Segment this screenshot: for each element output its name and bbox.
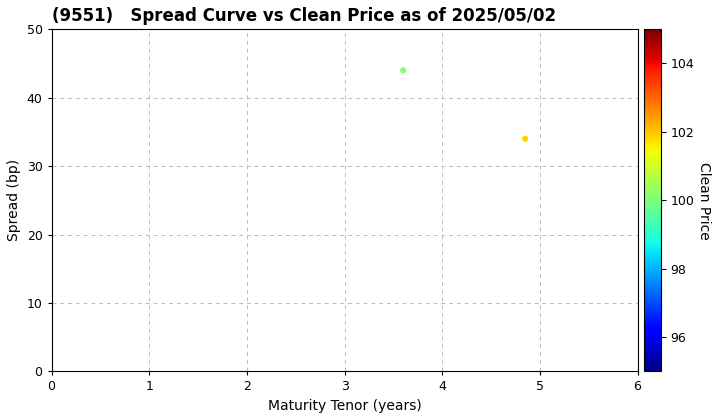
Y-axis label: Spread (bp): Spread (bp) [7, 159, 21, 242]
Y-axis label: Clean Price: Clean Price [697, 162, 711, 239]
Point [397, 67, 409, 74]
Point [519, 135, 531, 142]
X-axis label: Maturity Tenor (years): Maturity Tenor (years) [268, 399, 421, 413]
Text: (9551)   Spread Curve vs Clean Price as of 2025/05/02: (9551) Spread Curve vs Clean Price as of… [52, 7, 556, 25]
